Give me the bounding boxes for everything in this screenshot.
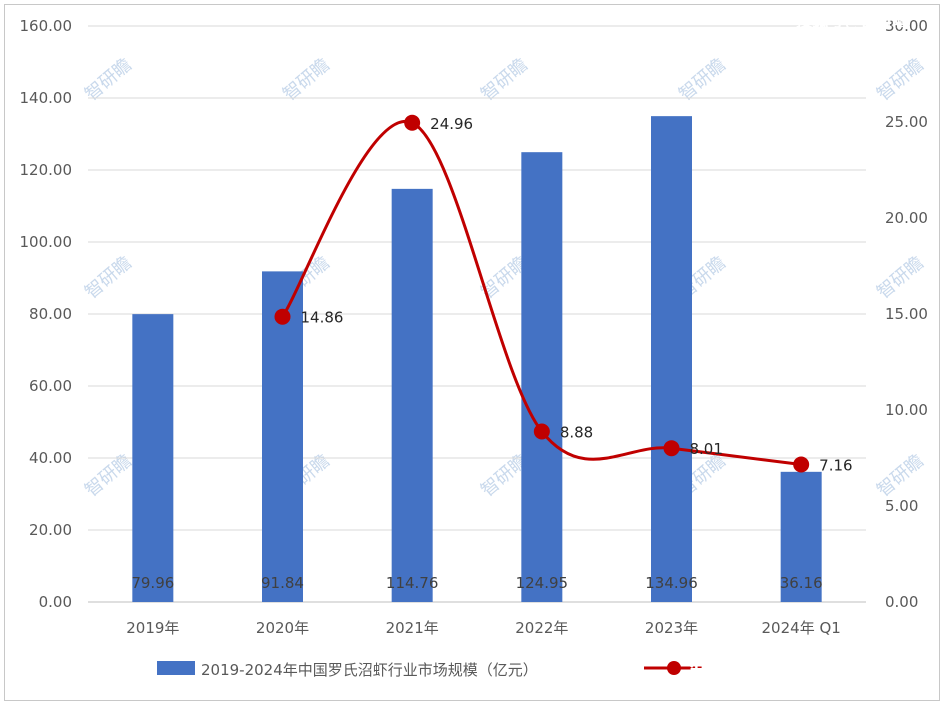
legend-bar-swatch: [157, 661, 195, 675]
line-point: [404, 114, 421, 131]
line-value-label: 8.88: [560, 424, 593, 442]
left-axis-tick: 140.00: [20, 89, 73, 107]
top-right-watermark: 搜狐号@智研瞻: [796, 11, 908, 30]
line-value-label: 24.96: [430, 115, 473, 133]
right-axis-tick: 5.00: [885, 497, 918, 515]
left-axis-tick: 40.00: [29, 449, 72, 467]
category-axis: 2019年 2020年 2021年 2022年 2023年 2024年 Q1: [126, 619, 841, 637]
bar: [521, 152, 563, 602]
line-point: [533, 423, 550, 440]
right-axis-tick: 20.00: [885, 209, 928, 227]
line-point: [663, 440, 680, 457]
watermark-text: 智研瞻: [81, 252, 136, 303]
bars-layer: 79.96 91.84 114.76 124.95 134.96 36.16: [131, 116, 823, 603]
grid-layer: [88, 25, 866, 603]
right-axis-tick: 15.00: [885, 305, 928, 323]
legend-bar-label: 2019-2024年中国罗氏沼虾行业市场规模（亿元）: [201, 661, 538, 679]
line-value-label: 14.86: [301, 309, 344, 327]
right-axis: 0.00 5.00 10.00 15.00 20.00 25.00 30.00: [885, 17, 928, 611]
left-axis-tick: 120.00: [20, 161, 73, 179]
bar: [262, 271, 303, 602]
right-axis-tick: 0.00: [885, 593, 918, 611]
bar: [651, 116, 692, 603]
left-axis-tick: 0.00: [39, 593, 72, 611]
watermark-layer: 智研瞻 智研瞻 智研瞻 智研瞻 智研瞻智研瞻 智研瞻 智研瞻 智研瞻 智研瞻智研瞻 智研瞻 智研瞻智…: [81, 54, 928, 501]
line-point: [274, 308, 291, 325]
left-axis-tick: 60.00: [29, 377, 72, 395]
bar-value-label: 79.96: [131, 574, 174, 592]
bottom-right-watermark: 知乎 @盐碱地小魏: [690, 658, 874, 684]
left-axis-tick: 80.00: [29, 305, 72, 323]
line-point: [793, 456, 810, 473]
right-axis-tick: 25.00: [885, 113, 928, 131]
bar-value-label: 134.96: [645, 574, 698, 592]
right-axis-tick: 30.00: [885, 17, 928, 35]
bar: [391, 188, 433, 602]
category-tick: 2022年: [515, 619, 568, 637]
bar-value-label: 124.95: [516, 574, 569, 592]
bar-value-label: 114.76: [386, 574, 439, 592]
bar: [780, 471, 822, 602]
line-value-label: 8.01: [690, 440, 723, 458]
category-tick: 2024年 Q1: [762, 619, 841, 637]
bar-value-label: 36.16: [780, 574, 823, 592]
category-tick: 2021年: [386, 619, 439, 637]
left-axis-tick: 160.00: [20, 17, 73, 35]
legend: 2019-2024年中国罗氏沼虾行业市场规模（亿元）: [157, 661, 704, 679]
line-layer: 14.86 24.96 8.88 8.01 7.16: [274, 114, 853, 475]
category-tick: 2019年: [126, 619, 179, 637]
legend-line-marker: [667, 661, 681, 675]
watermark-text: 智研瞻: [873, 252, 928, 303]
bar-value-label: 91.84: [261, 574, 304, 592]
bar: [132, 314, 174, 602]
category-tick: 2020年: [256, 619, 309, 637]
right-axis-tick: 10.00: [885, 401, 928, 419]
left-axis: 0.00 20.00 40.00 60.00 80.00 100.00 120.00 140.…: [20, 17, 73, 611]
left-axis-tick: 100.00: [20, 233, 73, 251]
line-series: [281, 119, 802, 467]
category-tick: 2023年: [645, 619, 698, 637]
line-value-label: 7.16: [819, 457, 852, 475]
left-axis-tick: 20.00: [29, 521, 72, 539]
watermark-text: 智研瞻: [873, 450, 928, 501]
watermark-text: 智研瞻: [873, 54, 928, 105]
